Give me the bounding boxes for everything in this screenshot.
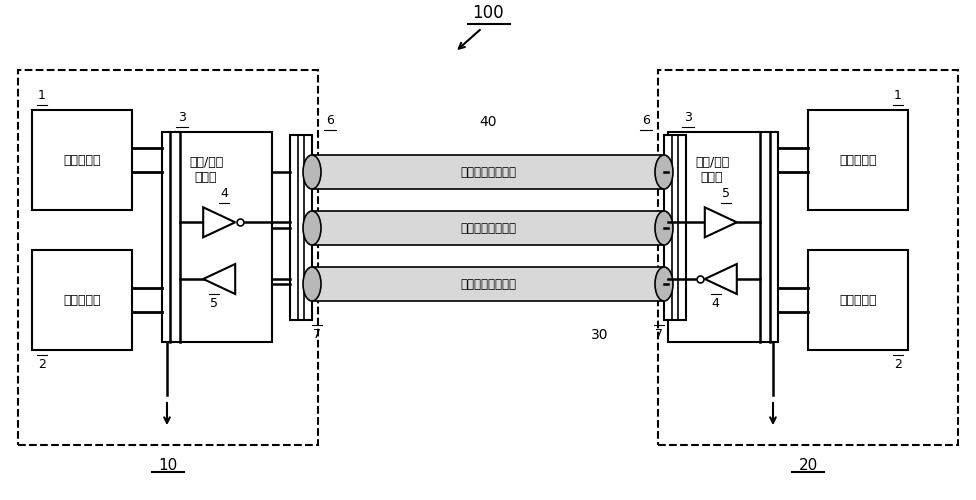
Bar [32, 250, 132, 350]
Text: 4: 4 [221, 188, 228, 200]
Ellipse shape [303, 155, 321, 189]
Text: 1: 1 [894, 89, 902, 102]
Text: 5: 5 [210, 297, 219, 310]
Text: 电源电路块: 电源电路块 [839, 154, 876, 166]
Text: 7: 7 [313, 328, 321, 341]
Polygon shape [203, 264, 235, 294]
Text: 输入/输出
电路块: 输入/输出 电路块 [695, 156, 729, 184]
Ellipse shape [303, 211, 321, 245]
Text: 5: 5 [722, 188, 730, 200]
Bar [664, 135, 686, 320]
Bar [668, 132, 778, 342]
Text: 电源电路块: 电源电路块 [63, 154, 101, 166]
Polygon shape [203, 208, 235, 238]
Ellipse shape [655, 267, 673, 301]
Bar [312, 211, 664, 245]
Text: 1: 1 [38, 89, 46, 102]
Text: 3: 3 [178, 111, 186, 124]
Text: 2: 2 [38, 358, 46, 371]
Text: 6: 6 [642, 114, 650, 127]
Bar [18, 70, 318, 445]
Polygon shape [705, 208, 737, 238]
Bar [312, 155, 664, 189]
Text: 100: 100 [472, 4, 504, 22]
Bar [808, 250, 908, 350]
Text: 40: 40 [479, 115, 497, 129]
Text: 7: 7 [655, 328, 663, 341]
Bar [162, 132, 272, 342]
Polygon shape [705, 264, 737, 294]
Text: 6: 6 [326, 114, 334, 127]
Text: 20: 20 [798, 458, 818, 472]
Text: 3: 3 [684, 111, 692, 124]
Text: 4: 4 [712, 297, 719, 310]
Text: 差分信号传输线路: 差分信号传输线路 [460, 222, 516, 234]
Bar [312, 267, 664, 301]
Text: 2: 2 [894, 358, 902, 371]
Text: 30: 30 [591, 328, 609, 342]
Text: 10: 10 [158, 458, 178, 472]
Text: 电源地对传输线路: 电源地对传输线路 [460, 166, 516, 178]
Text: 功能电路块: 功能电路块 [839, 294, 876, 306]
Bar [290, 135, 312, 320]
Bar [658, 70, 958, 445]
Ellipse shape [655, 211, 673, 245]
Ellipse shape [655, 155, 673, 189]
Text: 差分信号传输线路: 差分信号传输线路 [460, 278, 516, 290]
Ellipse shape [303, 267, 321, 301]
Text: 功能电路块: 功能电路块 [63, 294, 101, 306]
Bar [32, 110, 132, 210]
Text: 输入/输出
电路块: 输入/输出 电路块 [189, 156, 224, 184]
Bar [808, 110, 908, 210]
